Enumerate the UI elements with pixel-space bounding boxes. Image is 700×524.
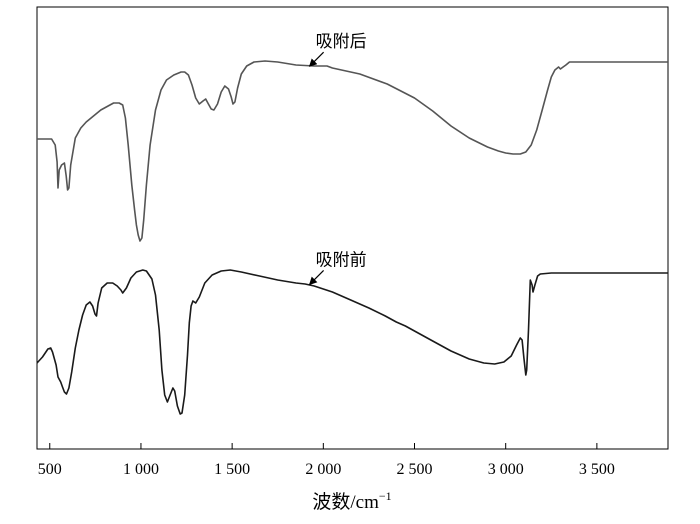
x-tick-label: 3 000 xyxy=(488,461,524,478)
annotation-label: 吸附后 xyxy=(316,32,367,51)
x-tick-label: 3 500 xyxy=(579,461,615,478)
x-axis-label-superscript: −1 xyxy=(379,489,392,503)
x-tick-label: 1 000 xyxy=(123,461,159,478)
x-axis-label: 波数/cm−1 xyxy=(312,489,391,513)
series-line-after-adsorption xyxy=(37,60,668,242)
x-tick-label: 1 500 xyxy=(214,461,250,478)
annotation-label: 吸附前 xyxy=(316,250,367,269)
x-tick-label: 2 500 xyxy=(397,461,433,478)
x-tick-label: 500 xyxy=(38,461,62,478)
annotation-arrow xyxy=(308,269,325,286)
plot-frame xyxy=(36,6,669,450)
x-ticks: 500 1 000 1 500 2 000 2 500 3 000 3 500 xyxy=(38,443,615,478)
annotation-arrow xyxy=(308,51,325,67)
x-tick-label: 2 000 xyxy=(305,461,341,478)
series-line-before-adsorption xyxy=(36,269,668,415)
series-layer xyxy=(36,60,668,415)
